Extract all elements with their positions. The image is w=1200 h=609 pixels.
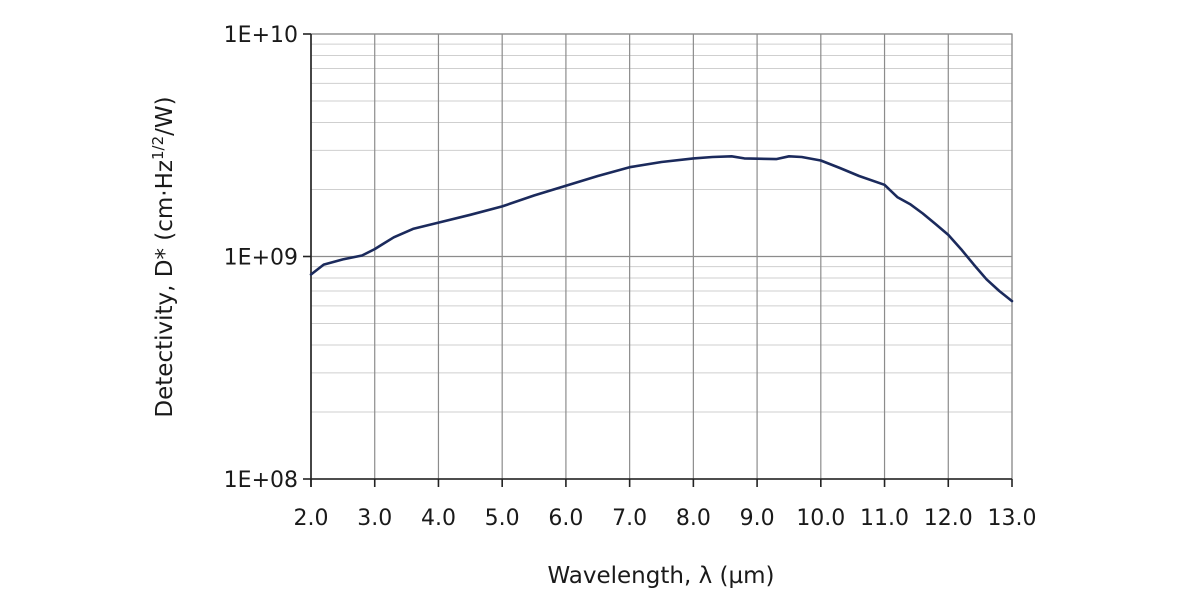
y-axis-title-main: Detectivity, D* (cm·Hz	[152, 160, 178, 418]
x-tick-label: 5.0	[485, 506, 520, 531]
y-axis-title-superscript: 1/2	[149, 136, 167, 160]
x-tick-label: 3.0	[357, 506, 392, 531]
x-tick-labels: 2.0 3.0 4.0 5.0 6.0 7.0 8.0 9.0 10.0 11.0 12.0 13.0	[294, 506, 1037, 531]
detectivity-line	[309, 155, 1014, 303]
y-tick-label: 1E+08	[224, 468, 298, 493]
y-tick-label: 1E+09	[224, 246, 298, 271]
x-tick-label: 9.0	[740, 506, 775, 531]
x-tick-label: 13.0	[988, 506, 1037, 531]
x-tick-label: 8.0	[676, 506, 711, 531]
x-tick-label: 7.0	[612, 506, 647, 531]
x-tick-label: 11.0	[860, 506, 909, 531]
grid	[310, 33, 1013, 480]
x-axis-title: Wavelength, λ (µm)	[548, 563, 775, 589]
series-layer	[309, 155, 1014, 303]
y-axis-title-tail: /W)	[152, 96, 178, 135]
x-tick-label: 6.0	[548, 506, 583, 531]
x-tick-label: 10.0	[796, 506, 845, 531]
y-tick-label: 1E+10	[224, 23, 298, 48]
x-tick-label: 12.0	[924, 506, 973, 531]
x-tick-label: 4.0	[421, 506, 456, 531]
y-tick-labels: 1E+08 1E+09 1E+10	[224, 23, 298, 493]
y-axis-title: Detectivity, D* (cm·Hz1/2/W)	[149, 96, 178, 417]
axes	[303, 33, 1013, 487]
x-tick-label: 2.0	[294, 506, 329, 531]
